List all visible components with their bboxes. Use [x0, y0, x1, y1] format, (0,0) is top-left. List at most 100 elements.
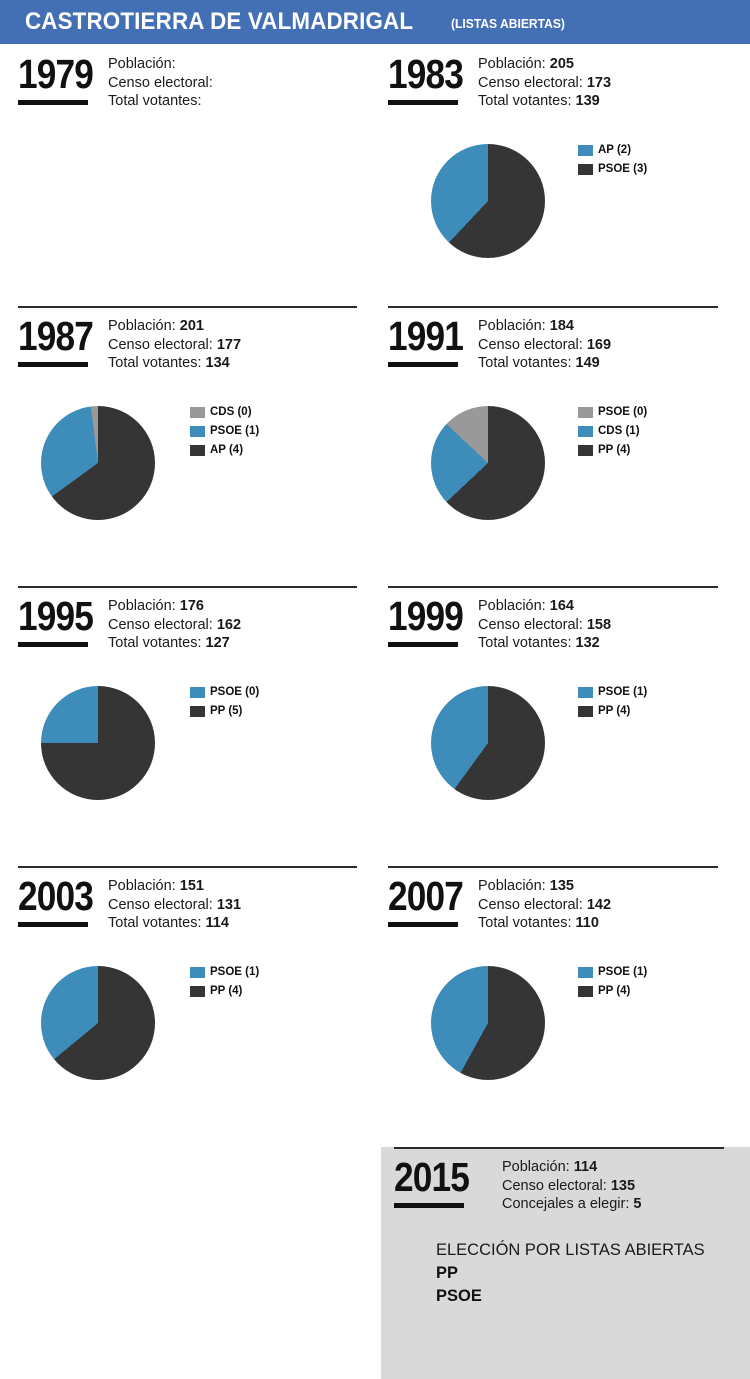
stat-label-censo: Censo electoral:: [478, 336, 583, 353]
stat-value-votantes: 139: [575, 93, 600, 109]
stat-poblacion: Población: 201: [108, 317, 241, 336]
stat-value-votantes: 132: [575, 635, 600, 651]
legend-item: PP (5): [190, 705, 259, 718]
legend: PSOE (1) PP (4): [578, 966, 647, 1004]
elections-grid: 1979 Población: Censo electoral: Total vo…: [0, 44, 750, 1146]
stats-list: Población: 201 Censo electoral: 177 Total …: [102, 317, 241, 373]
stat-label-censo: Censo electoral:: [108, 896, 213, 913]
divider-rule: [18, 866, 357, 868]
legend-item: CDS (1): [578, 425, 647, 438]
stat-censo: Censo electoral: 158: [478, 616, 611, 635]
year-label: 1983: [388, 51, 464, 97]
year-label: 2015: [394, 1154, 470, 1200]
stat-label-censo: Censo electoral:: [108, 616, 213, 633]
legend: AP (2) PSOE (3): [578, 144, 647, 182]
stat-label-poblacion: Población:: [478, 878, 546, 894]
year-wrap: 1999: [388, 596, 472, 647]
open-list-party: PP: [436, 1263, 459, 1282]
stat-value-censo: 158: [586, 616, 612, 633]
stats-list: Población: 135 Censo electoral: 142 Total …: [472, 877, 611, 933]
stat-censo: Censo electoral: 162: [108, 616, 241, 635]
stats-list: Población: 205 Censo electoral: 173 Total …: [472, 55, 611, 111]
stat-value-censo: 131: [216, 896, 242, 913]
year-label: 2007: [388, 873, 464, 919]
stat-votantes: Total votantes: 149: [478, 354, 611, 373]
stat-label-poblacion: Población:: [478, 56, 546, 72]
legend-swatch: [190, 966, 205, 978]
stat-label-poblacion: Población:: [502, 1159, 570, 1175]
stat-poblacion: Población: 176: [108, 597, 241, 616]
stat-value-censo: 135: [610, 1177, 636, 1194]
stat-votantes: Total votantes: 134: [108, 354, 241, 373]
stat-label-poblacion: Población:: [108, 318, 176, 334]
stat-label-votantes: Total votantes:: [478, 915, 572, 931]
legend-item: CDS (0): [190, 406, 259, 419]
stat-label-poblacion: Población:: [478, 598, 546, 614]
stats-list: Población: 114 Censo electoral: 135 Conc…: [478, 1158, 641, 1214]
year-label: 1995: [18, 593, 94, 639]
stat-value-votantes: 149: [575, 355, 600, 371]
chart-area: AP (2) PSOE (3): [375, 111, 750, 281]
stats-list: Población: Censo electoral: Total votant…: [102, 55, 213, 111]
year-underline: [388, 922, 458, 927]
stat-votantes: Total votantes: 132: [478, 634, 611, 653]
year-wrap: 1991: [388, 313, 472, 367]
stat-votantes: Total votantes: 139: [478, 92, 611, 111]
legend-label: PSOE (1): [210, 424, 260, 437]
year-label: 1987: [18, 313, 94, 359]
legend-swatch: [190, 686, 205, 698]
legend-label: PSOE (3): [598, 162, 648, 175]
year-wrap: 1987: [18, 313, 102, 367]
block-header: 1991 Población: 184 Censo electoral: 169 To…: [375, 306, 750, 373]
stat-value-poblacion: 184: [549, 318, 574, 334]
legend-item: PP (4): [190, 985, 259, 998]
pie-chart-1983: [431, 143, 545, 258]
stat-label-censo: Censo electoral:: [108, 74, 213, 91]
year-underline: [18, 362, 88, 367]
stat-value-votantes: 127: [205, 635, 230, 651]
year-wrap: 1979: [18, 54, 102, 105]
pie-chart-2007: [431, 965, 545, 1080]
stat-poblacion: Población: 114: [502, 1158, 641, 1177]
legend-item: PSOE (0): [578, 406, 647, 419]
election-block-2015: 2015 Población: 114 Censo electoral: 135…: [381, 1147, 750, 1379]
page-title: CASTROTIERRA DE VALMADRIGAL: [25, 8, 414, 35]
chart-area: PSOE (0) PP (5): [0, 653, 375, 823]
year-label: 1991: [388, 313, 464, 359]
legend-swatch: [578, 966, 593, 978]
legend: PSOE (1) PP (4): [190, 966, 259, 1004]
stat-label-votantes: Total votantes:: [478, 355, 572, 371]
election-block-1979: 1979 Población: Censo electoral: Total vo…: [0, 44, 375, 306]
legend-label: PP (5): [210, 704, 243, 717]
legend-swatch: [578, 686, 593, 698]
stat-censo: Censo electoral:: [108, 74, 213, 93]
year-underline: [388, 362, 458, 367]
pie-chart-1999: [431, 685, 545, 800]
stat-poblacion: Población: 151: [108, 877, 241, 896]
block-header: 2007 Población: 135 Censo electoral: 142 To…: [375, 866, 750, 933]
stat-value-poblacion: 201: [179, 318, 204, 334]
divider-rule: [18, 306, 357, 308]
legend-item: PSOE (1): [578, 686, 647, 699]
chart-area: PSOE (1) PP (4): [375, 653, 750, 823]
year-underline: [18, 642, 88, 647]
stat-value-poblacion: 205: [549, 56, 574, 72]
stat-value-censo: 177: [216, 336, 242, 353]
legend-label: AP (2): [598, 143, 632, 156]
stat-label-censo: Censo electoral:: [478, 616, 583, 633]
legend-swatch: [190, 985, 205, 997]
election-block-1983: 1983 Población: 205 Censo electoral: 173 To…: [375, 44, 750, 306]
legend: PSOE (0) CDS (1) PP (4): [578, 406, 647, 463]
election-block-2007: 2007 Población: 135 Censo electoral: 142 To…: [375, 866, 750, 1146]
block-header: 2003 Población: 151 Censo electoral: 131 To…: [0, 866, 375, 933]
legend-swatch: [578, 425, 593, 437]
stat-value-poblacion: 176: [179, 598, 204, 614]
page-subtitle: (LISTAS ABIERTAS): [451, 15, 566, 31]
stat-poblacion: Población: 164: [478, 597, 611, 616]
stat-value-votantes: 134: [205, 355, 230, 371]
pie-chart-1987: [41, 405, 155, 520]
legend-swatch: [578, 444, 593, 456]
stat-label-poblacion: Población:: [108, 56, 176, 72]
legend-swatch: [578, 985, 593, 997]
stat-label-poblacion: Población:: [108, 878, 176, 894]
